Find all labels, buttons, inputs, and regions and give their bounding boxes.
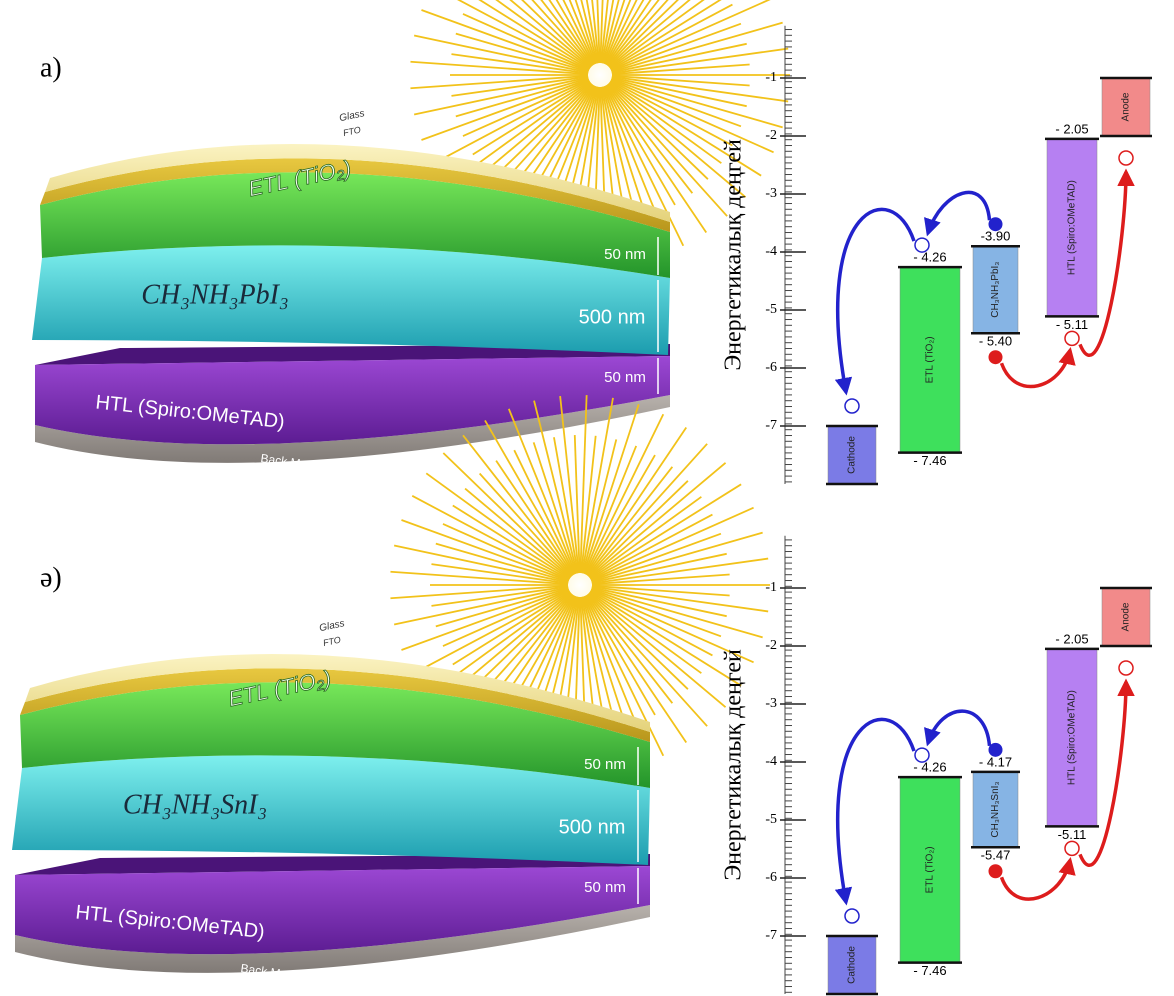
sun-ray <box>590 591 741 685</box>
sun-ray <box>589 593 725 707</box>
axis-ruler <box>785 26 799 484</box>
hole <box>989 350 1003 364</box>
sun-ray <box>588 444 707 576</box>
band-name: Anode <box>1121 602 1132 631</box>
y-tick-label: -1 <box>765 70 777 85</box>
hole-arrow <box>1002 350 1071 386</box>
empty-state <box>1065 331 1079 345</box>
band-bottom-label: - 7.46 <box>913 453 946 468</box>
etl-thickness: 50 nm <box>604 246 646 263</box>
band-name: Anode <box>1121 92 1132 121</box>
y-tick-label: -2 <box>765 128 777 143</box>
electron <box>989 217 1003 231</box>
absorber-thickness: 500 nm <box>579 306 646 328</box>
band-bottom-label: -5.47 <box>981 848 1011 863</box>
absorber-label: CH₃NH₃SnI₃ <box>123 789 267 820</box>
band-bottom-label: - 5.40 <box>979 334 1012 349</box>
band-name: Cathode <box>847 436 858 474</box>
band-bottom-label: -5.11 <box>1058 827 1087 842</box>
y-tick-label: -1 <box>765 580 777 595</box>
sun-ray <box>589 463 725 577</box>
y-tick-label: -6 <box>765 360 777 375</box>
y-tick-label: -2 <box>765 638 777 653</box>
electron <box>989 743 1003 757</box>
glass-label: Glass <box>318 618 345 634</box>
hole-arrow <box>1002 860 1071 899</box>
y-tick-label: -5 <box>765 812 777 827</box>
band-name: CH₃NH₃PbI₃ <box>990 262 1001 318</box>
y-tick-label: -3 <box>765 186 777 201</box>
empty-state <box>845 909 859 923</box>
empty-state <box>915 238 929 252</box>
y-tick-label: -4 <box>765 754 777 769</box>
empty-state <box>915 748 929 762</box>
fto-label: FTO <box>322 635 342 648</box>
y-tick-label: -4 <box>765 244 777 259</box>
sun-ray <box>608 84 727 216</box>
axis-title: Энергетикалық деңгей <box>721 139 747 371</box>
empty-state <box>1119 661 1133 675</box>
band-top-label: - 2.05 <box>1055 121 1088 136</box>
sun-ray <box>590 484 741 578</box>
layer-illustration: GlassFTOETL (TiO₂)50 nmCH₃NH₃PbI₃500 nm5… <box>32 0 790 473</box>
y-tick-label: -6 <box>765 870 777 885</box>
htl-thickness: 50 nm <box>584 879 626 896</box>
electron-arrow <box>928 192 990 233</box>
y-tick-label: -7 <box>765 928 777 943</box>
band-name: HTL (Spiro:OMeTAD) <box>1067 180 1078 275</box>
sun-ray <box>588 594 707 726</box>
figure: GlassFTOETL (TiO₂)50 nmCH₃NH₃PbI₃500 nm5… <box>0 0 1174 996</box>
band-bottom-label: - 7.46 <box>913 963 946 978</box>
band-bottom-label: - 5.11 <box>1056 317 1088 332</box>
y-tick-label: -7 <box>765 418 777 433</box>
band-name: CH₃NH₃SnI₃ <box>990 781 1001 837</box>
y-tick-label: -5 <box>765 302 777 317</box>
band-name: HTL (Spiro:OMeTAD) <box>1067 690 1078 785</box>
band-top-label: - 2.05 <box>1055 631 1088 646</box>
absorber-label: CH₃NH₃PbI₃ <box>141 279 288 310</box>
panel-label: ə) <box>40 562 62 593</box>
etl-thickness: 50 nm <box>584 756 626 773</box>
axis-title: Энергетикалық деңгей <box>721 649 747 881</box>
htl-thickness: 50 nm <box>604 369 646 386</box>
sun-ray <box>485 420 574 574</box>
panel-label: a) <box>40 52 62 83</box>
band-name: ETL (TiO₂) <box>925 336 936 383</box>
glass-label: Glass <box>338 108 365 124</box>
band-name: ETL (TiO₂) <box>925 846 936 893</box>
axis-ruler <box>785 536 799 994</box>
absorber-thickness: 500 nm <box>559 816 626 838</box>
hole <box>989 864 1003 878</box>
empty-state <box>1065 841 1079 855</box>
empty-state <box>1119 151 1133 165</box>
band-name: Cathode <box>847 946 858 984</box>
fto-label: FTO <box>342 125 362 138</box>
empty-state <box>845 399 859 413</box>
y-tick-label: -3 <box>765 696 777 711</box>
panel: GlassFTO ETL (TiO₂) 50 nm CH₃NH₃PbI₃ 500 nm 5… <box>32 0 1152 484</box>
electron-arrow <box>928 711 990 746</box>
